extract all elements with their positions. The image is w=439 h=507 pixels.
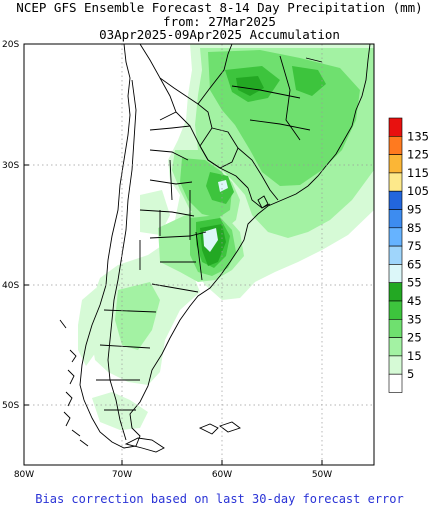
precipitation-legend: 135 125 115 105 95 85 75 65 55 45 35 25 15 5 <box>388 117 429 393</box>
argentina-provinces-2 <box>139 159 203 281</box>
south-america-coastline <box>79 43 371 449</box>
precipitation-shading <box>78 44 374 430</box>
brazil-border <box>197 43 279 201</box>
legend-swatch <box>388 318 403 338</box>
legend-swatch <box>388 190 403 210</box>
precip-area-25mm-center <box>180 158 232 218</box>
chile-islands <box>59 319 89 447</box>
legend-label: 35 <box>407 312 422 326</box>
legend-label: 45 <box>407 294 422 308</box>
legend-swatch <box>388 172 403 192</box>
legend-swatch <box>388 227 403 247</box>
lon-label-60w: 60W <box>212 470 232 480</box>
legend-label: 115 <box>407 166 429 180</box>
precip-area-5mm-andes <box>78 288 100 366</box>
precip-area-55mm-center <box>218 180 228 192</box>
legend-label: 105 <box>407 184 429 198</box>
legend-label: 5 <box>407 367 414 381</box>
map-title: NCEP GFS Ensemble Forecast 8-14 Day Prec… <box>16 0 423 15</box>
legend-swatch <box>388 282 403 302</box>
brazil-interior <box>231 55 323 141</box>
legend-swatch <box>388 245 403 265</box>
precip-area-45mm-north <box>236 76 264 96</box>
legend-swatch <box>388 136 403 155</box>
legend-swatch <box>388 373 403 393</box>
legend-swatch <box>388 264 403 283</box>
legend-label: 15 <box>407 349 422 363</box>
precip-area-55mm-pampa <box>203 228 218 252</box>
lagoon <box>257 195 269 209</box>
falkland-islands <box>198 421 241 435</box>
precip-area-35mm-north-east <box>292 66 326 96</box>
legend-label: 65 <box>407 257 422 271</box>
legend-swatch <box>388 209 403 229</box>
legend-label: 75 <box>407 239 422 253</box>
bolivia-border <box>139 43 213 129</box>
lon-label-50w: 50W <box>312 470 332 480</box>
legend-swatch <box>388 337 403 357</box>
bias-correction-note: Bias correction based on last 30-day for… <box>35 492 404 506</box>
legend-swatch <box>388 355 403 375</box>
axis-ticks <box>23 43 323 465</box>
country-borders <box>59 43 371 453</box>
legend-label: 95 <box>407 203 422 217</box>
lat-label-20s: 20S <box>2 40 19 50</box>
map-subtitle-init: from: 27Mar2025 <box>163 14 276 29</box>
precip-area-5mm-south <box>92 392 148 430</box>
argentina-north-border <box>149 125 249 189</box>
legend-label: 25 <box>407 331 422 345</box>
map-subtitle-period: 03Apr2025-09Apr2025 Accumulation <box>99 27 340 42</box>
precip-area-15mm-patagonia <box>115 282 160 350</box>
lon-label-70w: 70W <box>112 470 132 480</box>
chile-argentina-border <box>107 79 137 441</box>
lat-label-50s: 50S <box>2 401 19 411</box>
lon-label-80w: 80W <box>14 470 34 480</box>
lat-label-30s: 30S <box>2 161 19 171</box>
precip-area-5mm-west <box>140 190 170 235</box>
map-frame <box>23 43 375 466</box>
tierra-del-fuego <box>124 437 165 453</box>
legend-label: 135 <box>407 129 429 143</box>
bolivia-interior <box>159 77 191 127</box>
legend-label: 55 <box>407 276 422 290</box>
legend-swatch <box>388 154 403 174</box>
uruguay-border <box>247 187 271 209</box>
legend-label: 125 <box>407 148 429 162</box>
legend-label: 85 <box>407 221 422 235</box>
legend-swatch <box>388 300 403 320</box>
lat-label-40s: 40S <box>2 281 19 291</box>
legend-swatch <box>388 117 403 137</box>
